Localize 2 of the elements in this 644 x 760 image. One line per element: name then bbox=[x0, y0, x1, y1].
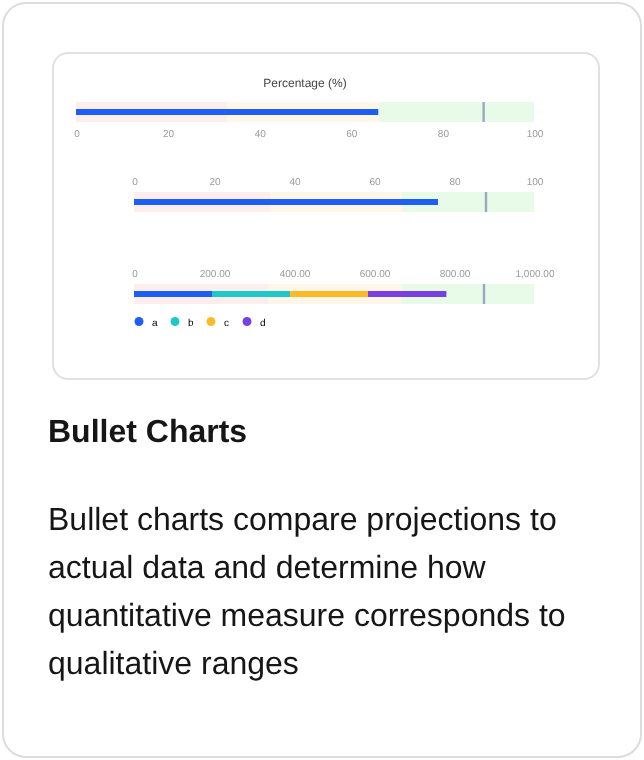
text: Bullet Charts bbox=[48, 414, 250, 454]
text: Bullet charts compare projections to actual data and determine how quantitative measure corresponds to qualitative ranges bbox=[48, 502, 568, 686]
